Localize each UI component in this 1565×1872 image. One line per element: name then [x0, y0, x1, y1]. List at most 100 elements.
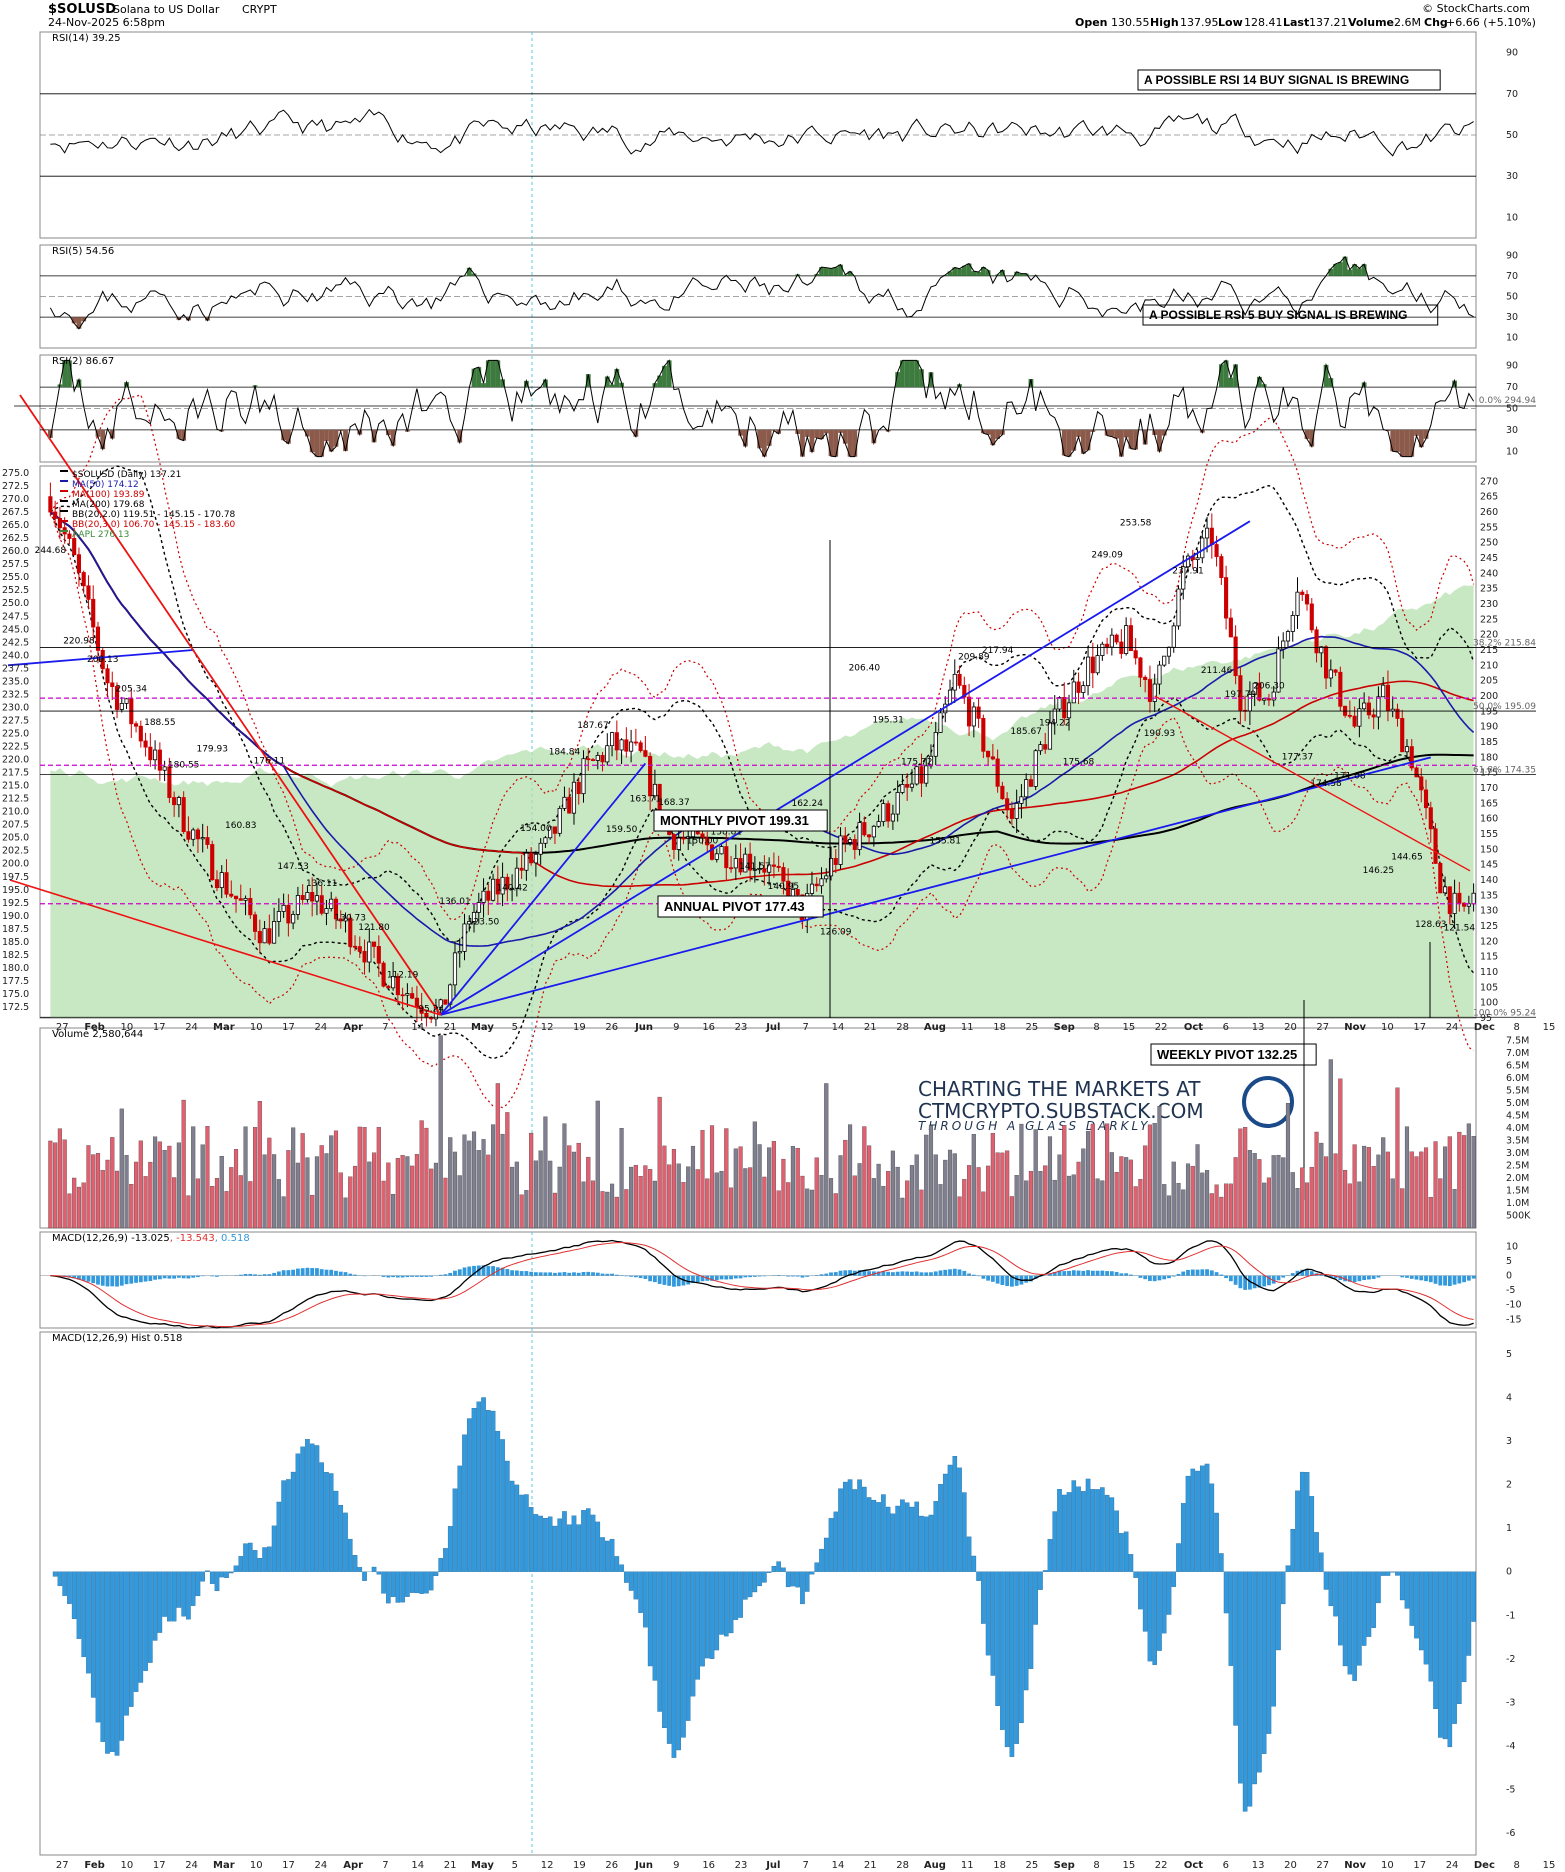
- volume-bar: [1176, 1183, 1181, 1229]
- hist-bar: [466, 1418, 472, 1572]
- volume-bar: [1381, 1137, 1386, 1229]
- hist-bar: [685, 1571, 691, 1721]
- candle: [1309, 603, 1314, 631]
- y-tick-left: 195.0: [2, 885, 29, 896]
- hist-bar: [290, 1471, 296, 1572]
- svg-text:137.21: 137.21: [1309, 16, 1348, 29]
- hist-y-tick: -5: [1506, 1785, 1515, 1796]
- volume-bar: [1343, 1169, 1348, 1229]
- symbol[interactable]: $SOLUSD: [48, 2, 116, 17]
- macd-hist-small: [53, 1265, 1476, 1290]
- hist-bar: [533, 1514, 539, 1572]
- volume-bar: [405, 1156, 410, 1229]
- volume-bar: [852, 1175, 857, 1229]
- candle: [391, 976, 396, 989]
- bb2-upper: [49, 465, 1475, 943]
- x-tick-label: Apr: [343, 1860, 363, 1871]
- volume-bar: [272, 1154, 277, 1229]
- volume-bar: [776, 1190, 781, 1229]
- hist-bar: [1166, 1571, 1172, 1615]
- hist-bar: [67, 1571, 72, 1604]
- candle: [876, 821, 881, 827]
- volume-bar: [657, 1096, 662, 1229]
- hist-bar: [376, 1571, 382, 1575]
- volume-bar: [367, 1161, 372, 1229]
- hist-bar: [324, 1472, 329, 1572]
- volume-bar: [1043, 1165, 1048, 1229]
- y-tick-right: 165: [1480, 798, 1498, 809]
- hist-bar: [981, 1571, 986, 1624]
- y-tick-left: 240.0: [2, 650, 29, 661]
- x-tick-label: 13: [1252, 1860, 1265, 1871]
- vol-y-tick: 500K: [1506, 1211, 1531, 1222]
- price-label: 197.79: [1225, 690, 1257, 700]
- hist-bar: [800, 1571, 805, 1605]
- y-tick-right: 160: [1480, 814, 1498, 825]
- volume-bar: [605, 1191, 610, 1229]
- y-tick-right: 185: [1480, 737, 1498, 748]
- x-tick-label: Nov: [1344, 1022, 1366, 1033]
- hist-bar: [167, 1571, 172, 1622]
- candle: [352, 945, 358, 948]
- price-label: 168.37: [658, 798, 690, 808]
- hist-bar: [1452, 1571, 1457, 1724]
- candle: [762, 868, 767, 873]
- hist-bar: [700, 1571, 705, 1667]
- vol-y-tick: 3.5M: [1506, 1136, 1529, 1147]
- hist-bar: [585, 1508, 591, 1572]
- y-tick-right: 220: [1480, 630, 1498, 641]
- volume-bar: [971, 1134, 976, 1229]
- volume-bar: [681, 1182, 686, 1229]
- candle: [576, 781, 581, 795]
- volume-bar: [200, 1144, 205, 1229]
- weekly-pivot-box: WEEKLY PIVOT 132.25: [1150, 1043, 1317, 1066]
- candle: [267, 928, 272, 944]
- hist-bar: [628, 1571, 634, 1591]
- volume-bar: [867, 1145, 872, 1229]
- volume-bar: [886, 1171, 891, 1229]
- rsi-y-tick: 10: [1506, 333, 1518, 344]
- hist-bar: [381, 1571, 386, 1594]
- candle: [895, 792, 900, 815]
- volume-bar: [1157, 1105, 1162, 1229]
- volume-bar: [905, 1180, 910, 1229]
- hist-bar: [1471, 1571, 1476, 1622]
- candle: [1333, 669, 1338, 673]
- x-tick-label: 17: [282, 1022, 295, 1033]
- candle: [1281, 640, 1286, 650]
- hist-y-tick: 5: [1506, 1349, 1512, 1360]
- x-tick-label: 10: [121, 1022, 134, 1033]
- candle: [467, 921, 472, 925]
- x-tick-label: 19: [573, 1860, 586, 1871]
- candle: [1423, 789, 1429, 809]
- svg-text:A POSSIBLE RSI 14 BUY SIGNAL I: A POSSIBLE RSI 14 BUY SIGNAL IS BREWING: [1144, 73, 1409, 87]
- candle: [824, 875, 829, 880]
- candle: [1447, 886, 1452, 914]
- volume-bar: [1300, 1167, 1305, 1229]
- hist-bar: [395, 1571, 401, 1603]
- hist-bar: [1385, 1571, 1391, 1576]
- hist-bar: [457, 1465, 463, 1572]
- hist-bar: [790, 1571, 796, 1587]
- y-tick-left: 247.5: [2, 611, 29, 622]
- candle: [1300, 591, 1305, 595]
- hist-bar: [838, 1488, 843, 1572]
- volume-bar: [1414, 1156, 1419, 1229]
- hist-bar: [1161, 1571, 1167, 1634]
- hist-bar: [1314, 1532, 1319, 1572]
- hist-bar: [186, 1571, 191, 1620]
- volume-bar: [162, 1150, 167, 1229]
- candle: [200, 837, 205, 840]
- rsi-legend: RSI(14) 39.25: [52, 33, 121, 44]
- candle: [847, 839, 853, 843]
- hist-bar: [295, 1453, 301, 1572]
- candle: [533, 853, 538, 864]
- candle: [519, 867, 524, 871]
- hist-bar: [676, 1571, 681, 1751]
- rsi-y-tick: 90: [1506, 361, 1518, 372]
- candle: [381, 962, 386, 987]
- x-tick-label: 10: [250, 1022, 263, 1033]
- candle: [1409, 746, 1414, 769]
- price-label: 126.09: [820, 928, 852, 938]
- volume-bar: [305, 1157, 310, 1229]
